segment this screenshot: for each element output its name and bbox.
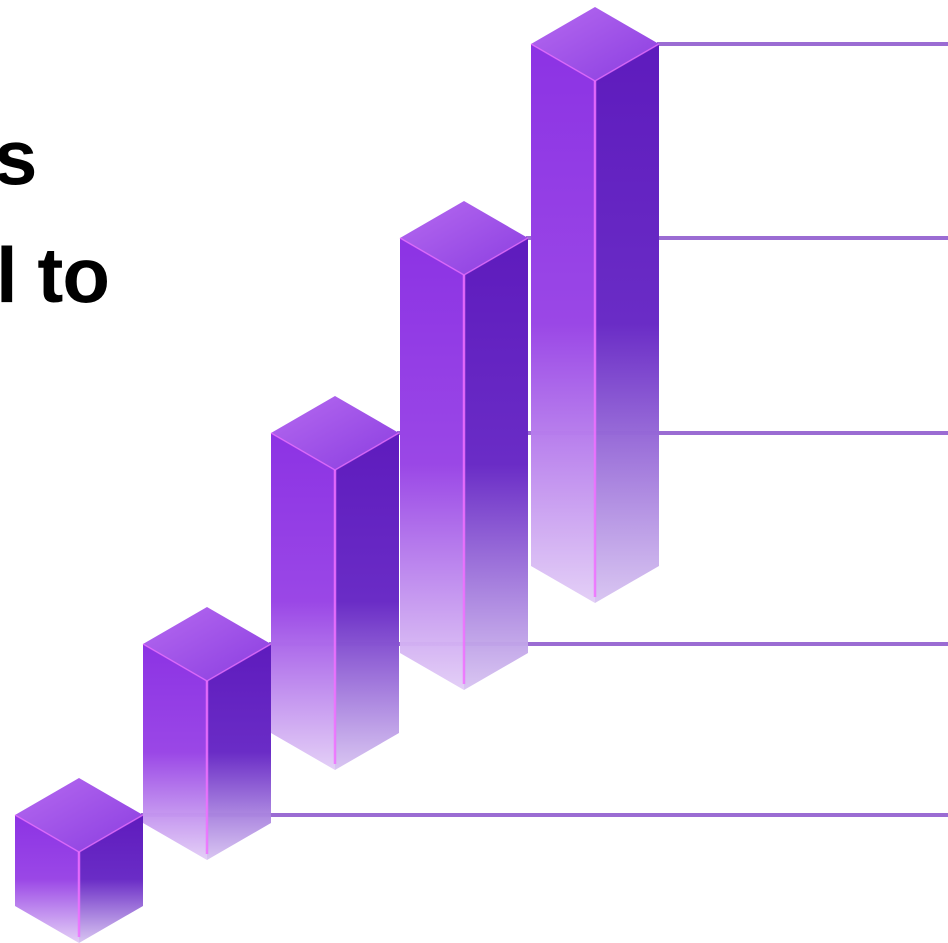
bar-5-left-face (531, 44, 595, 603)
bar-4-right-face (464, 238, 528, 690)
bar-1-right-face (79, 815, 143, 943)
bar-2-right-face (207, 644, 271, 860)
bar-3 (270, 396, 400, 770)
bar-2 (142, 607, 272, 860)
bar-4-left-face (400, 238, 464, 690)
headline-line-2: l to (0, 231, 110, 319)
bar-5 (530, 7, 660, 603)
bar-1 (14, 778, 144, 943)
bar-4 (399, 201, 529, 690)
headline-line-1: s (0, 113, 37, 201)
bar-group (14, 7, 660, 943)
bar-3-left-face (271, 433, 335, 770)
bar-2-left-face (143, 644, 207, 860)
bar-5-right-face (595, 44, 659, 603)
bar-1-left-face (15, 815, 79, 943)
bar-3-right-face (335, 433, 399, 770)
